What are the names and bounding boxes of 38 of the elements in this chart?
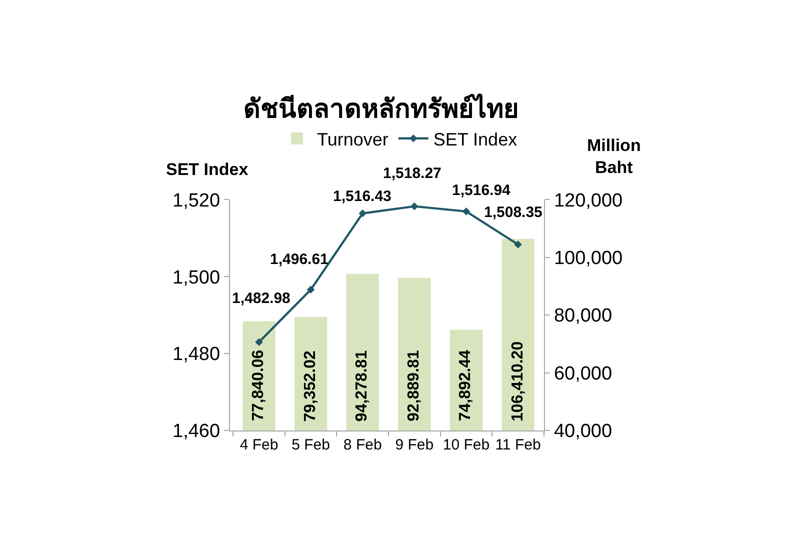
data-label: 94,278.81 [354, 350, 371, 422]
legend-label: Turnover [317, 129, 388, 150]
x-tick-label: 4 Feb [240, 436, 278, 454]
point [514, 240, 522, 248]
data-label: 79,352.02 [302, 350, 319, 422]
y-tick-label: 1,460 [172, 421, 220, 442]
legend-label: SET Index [433, 129, 518, 150]
data-label: 1,508.35 [484, 204, 542, 221]
x-tick-label: 5 Feb [292, 436, 330, 454]
data-label: 92,889.81 [405, 350, 422, 422]
y-axis-title: SET Index [166, 160, 249, 179]
point [462, 208, 470, 216]
data-label: 1,516.43 [333, 188, 392, 205]
x-tick-label: 10 Feb [442, 436, 490, 454]
data-label: 1,516.94 [452, 182, 512, 199]
data-label: 1,482.98 [232, 290, 290, 307]
x-tick-label: 9 Feb [395, 436, 434, 454]
data-label: 106,410.20 [510, 341, 527, 422]
y2-tick-label: 80,000 [554, 306, 612, 327]
y2-tick-label: 100,000 [554, 248, 623, 270]
data-label: 74,892.44 [457, 350, 474, 422]
point [306, 286, 315, 294]
point [358, 210, 366, 218]
x-tick-label: 11 Feb [495, 436, 541, 454]
x-tick-label: 8 Feb [343, 436, 382, 454]
y-tick-label: 1,500 [172, 267, 220, 288]
data-label: 1,518.27 [383, 165, 442, 182]
y-tick-label: 1,480 [172, 344, 220, 366]
point [255, 338, 263, 346]
y2-axis-title: Million Baht [587, 136, 641, 178]
data-label: 77,840.06 [250, 350, 268, 421]
y-tick-label: 1,520 [172, 190, 220, 212]
y2-tick-label: 40,000 [554, 421, 612, 442]
y2-tick-label: 120,000 [554, 190, 623, 212]
data-label: 1,496.61 [270, 251, 328, 268]
chart-title: ดัชนีตลาดหลักทรัพย์ไทย [243, 92, 518, 124]
y2-tick-label: 60,000 [554, 363, 612, 384]
point [410, 202, 418, 210]
